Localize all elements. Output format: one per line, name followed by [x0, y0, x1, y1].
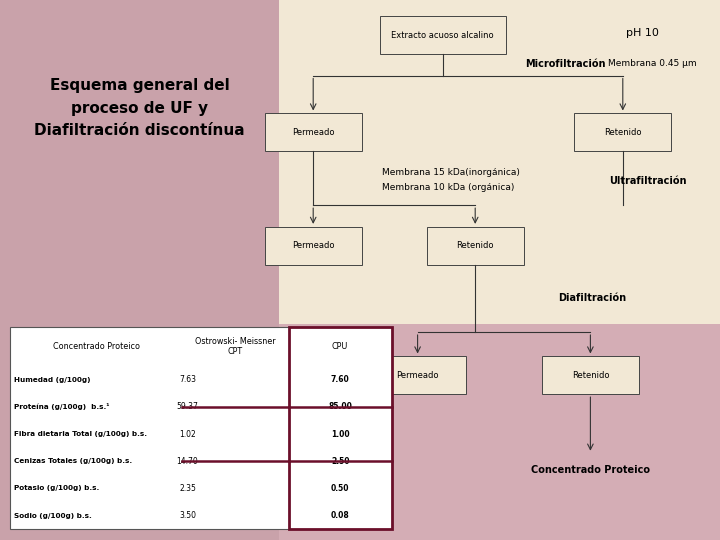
FancyBboxPatch shape: [575, 113, 671, 151]
FancyBboxPatch shape: [265, 113, 361, 151]
Text: 14.70: 14.70: [176, 457, 199, 466]
FancyBboxPatch shape: [369, 356, 467, 394]
Text: Concentrado Proteico: Concentrado Proteico: [53, 342, 140, 351]
Text: 1.00: 1.00: [331, 430, 349, 438]
Text: 3.50: 3.50: [179, 511, 196, 520]
Text: Microfiltración: Microfiltración: [526, 59, 606, 69]
Text: 2.50: 2.50: [331, 457, 349, 466]
Text: Permeado: Permeado: [292, 241, 335, 250]
Text: Extracto acuoso alcalino: Extracto acuoso alcalino: [392, 31, 494, 39]
Text: Sodio (g/100g) b.s.: Sodio (g/100g) b.s.: [14, 512, 91, 518]
Text: Diafiltración: Diafiltración: [558, 293, 626, 303]
Text: Membrana 0.45 μm: Membrana 0.45 μm: [608, 59, 697, 68]
FancyBboxPatch shape: [380, 16, 505, 54]
Text: Potasio (g/100g) b.s.: Potasio (g/100g) b.s.: [14, 485, 99, 491]
Text: CPU: CPU: [332, 342, 348, 351]
Bar: [10, 327, 392, 529]
Text: 59.37: 59.37: [176, 402, 199, 411]
Bar: [0, 0, 279, 540]
Text: pH 10: pH 10: [626, 29, 660, 38]
Bar: [289, 327, 392, 529]
Text: Ultrafiltración: Ultrafiltración: [609, 176, 687, 186]
Text: 2.35: 2.35: [179, 484, 196, 493]
Text: 1.02: 1.02: [179, 430, 196, 438]
Text: 0.08: 0.08: [330, 511, 349, 520]
Text: Fibra dietaria Total (g/100g) b.s.: Fibra dietaria Total (g/100g) b.s.: [14, 431, 147, 437]
Text: Membrana 10 kDa (orgánica): Membrana 10 kDa (orgánica): [382, 183, 514, 192]
Text: Ostrowski- Meissner
CPT: Ostrowski- Meissner CPT: [195, 337, 276, 356]
Text: Cenizas Totales (g/100g) b.s.: Cenizas Totales (g/100g) b.s.: [14, 458, 132, 464]
Text: 7.63: 7.63: [179, 375, 196, 384]
FancyBboxPatch shape: [426, 227, 524, 265]
Text: 0.50: 0.50: [331, 484, 349, 493]
Bar: [279, 324, 720, 540]
Text: Concentrado Proteico: Concentrado Proteico: [531, 465, 650, 475]
Text: Humedad (g/100g): Humedad (g/100g): [14, 377, 90, 383]
Bar: [279, 0, 720, 324]
Text: Proteína (g/100g)  b.s.¹: Proteína (g/100g) b.s.¹: [14, 403, 109, 410]
Text: Permeado: Permeado: [292, 128, 335, 137]
Text: Retenido: Retenido: [572, 371, 609, 380]
FancyBboxPatch shape: [265, 227, 361, 265]
Text: Permeado: Permeado: [396, 371, 439, 380]
Text: Retenido: Retenido: [604, 128, 642, 137]
Text: Retenido: Retenido: [456, 241, 494, 250]
Text: Esquema general del
proceso de UF y
Diafiltración discontínua: Esquema general del proceso de UF y Diaf…: [35, 78, 245, 138]
Text: Membrana 15 kDa(inorgánica): Membrana 15 kDa(inorgánica): [382, 168, 519, 177]
FancyBboxPatch shape: [541, 356, 639, 394]
Text: 85.00: 85.00: [328, 402, 352, 411]
Text: 7.60: 7.60: [330, 375, 349, 384]
